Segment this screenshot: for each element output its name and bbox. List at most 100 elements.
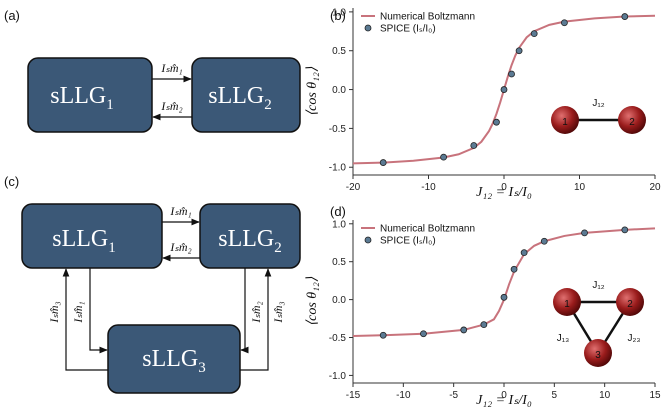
y-tick-label: -1.0 — [329, 371, 347, 382]
point — [530, 30, 538, 38]
diagram-a: sLLG1 sLLG2 Iₛm̂₁ Iₛm̂₂ — [27, 57, 301, 133]
y-axis-label: ⟨cos θ₁₂⟩ — [305, 276, 320, 326]
point — [379, 331, 387, 339]
coupling-label: J₂₃ — [628, 333, 641, 344]
spin-node — [616, 288, 644, 316]
x-axis-label: J₁₂ = Iₛ/I₀ — [476, 185, 532, 200]
node-index: 1 — [106, 97, 114, 113]
legend-swatch — [364, 24, 372, 32]
spin-label: 3 — [595, 350, 601, 361]
point — [508, 70, 515, 78]
node-index: 2 — [264, 97, 272, 113]
node-label: sLLG2 — [208, 83, 272, 113]
curve — [352, 227, 656, 337]
edge-label: Iₛm̂₂ — [249, 301, 263, 323]
edge-label: Iₛm̂₁ — [169, 204, 191, 218]
x-tick-label: 20 — [649, 182, 661, 193]
legend-label: SPICE (Iₛ/I₀) — [380, 24, 436, 35]
x-tick-label: -20 — [346, 182, 361, 193]
x-tick-label: -10 — [421, 182, 436, 193]
point — [480, 321, 488, 329]
x-tick-label: 10 — [599, 390, 611, 401]
node-box — [21, 203, 163, 269]
arrow — [240, 268, 272, 371]
point — [493, 118, 500, 126]
coupling-label: J₁₂ — [592, 280, 604, 291]
legend-label: Numerical Boltzmann — [380, 12, 475, 23]
panel-label: (d) — [330, 204, 346, 219]
node-box — [191, 57, 301, 133]
legend-swatch — [364, 236, 372, 244]
arrow — [89, 268, 108, 354]
point — [500, 293, 508, 301]
point — [460, 326, 468, 334]
edge-label: Iₛm̂₃ — [47, 301, 61, 323]
y-tick-label: -1.0 — [329, 163, 347, 174]
spin-node — [584, 339, 612, 367]
y-tick-label: 0.5 — [332, 257, 346, 268]
point — [500, 86, 508, 93]
node-label: sLLG3 — [142, 346, 206, 376]
spin-node — [551, 106, 579, 134]
x-tick-label: 15 — [649, 390, 661, 401]
edge-label: Iₛm̂₂ — [169, 240, 191, 254]
node-name: sLLG — [52, 226, 108, 252]
x-axis-label: J₁₂ = Iₛ/I₀ — [476, 393, 532, 408]
point — [561, 19, 568, 27]
node-index: 3 — [198, 360, 206, 376]
point — [510, 265, 518, 273]
edge-label: Iₛm̂₁ — [160, 61, 182, 75]
point — [581, 229, 588, 237]
panel-label: (c) — [4, 174, 19, 189]
x-tick-label: 10 — [574, 182, 586, 193]
point — [420, 330, 427, 338]
coupling-label: J₁₂ — [592, 98, 604, 109]
edge-label: Iₛm̂₁ — [71, 301, 85, 323]
y-tick-label: 0.0 — [332, 295, 346, 306]
point — [440, 153, 448, 161]
point — [515, 47, 523, 55]
edge-label: Iₛm̂₃ — [271, 301, 285, 323]
spin-label: 2 — [627, 299, 633, 310]
x-tick-label: -15 — [346, 390, 361, 401]
panel-label: (a) — [4, 8, 20, 23]
panel-label: (b) — [330, 8, 346, 23]
spin-node — [618, 106, 646, 134]
node-index: 1 — [108, 240, 116, 256]
y-axis-label: ⟨cos θ₁₂⟩ — [305, 66, 320, 116]
diagram-c: sLLG1 sLLG2 sLLG3 Iₛm̂₁ Iₛm̂₂ Iₛm̂₃ Iₛm̂… — [21, 203, 301, 394]
legend-label: SPICE (Iₛ/I₀) — [380, 236, 436, 247]
legend-label: Numerical Boltzmann — [380, 224, 475, 235]
spin-label: 1 — [564, 299, 570, 310]
x-tick-label: 5 — [552, 390, 558, 401]
arrow — [240, 268, 249, 354]
node-name: sLLG — [50, 83, 106, 109]
point — [621, 13, 629, 20]
y-tick-label: 1.0 — [332, 7, 346, 18]
node-box — [199, 203, 301, 269]
point — [520, 249, 528, 257]
node-label: sLLG2 — [218, 226, 282, 256]
node-box — [27, 57, 153, 133]
y-tick-label: -0.5 — [329, 124, 347, 135]
node-name: sLLG — [208, 83, 264, 109]
spin-label: 2 — [629, 117, 635, 128]
spin-label: 1 — [562, 117, 568, 128]
node-name: sLLG — [142, 346, 198, 372]
point — [379, 159, 387, 166]
point — [540, 237, 548, 245]
edge-label: Iₛm̂₂ — [160, 99, 182, 113]
x-tick-label: -5 — [449, 390, 458, 401]
node-box — [107, 324, 241, 394]
y-tick-label: 0.0 — [332, 85, 346, 96]
y-tick-label: -0.5 — [329, 333, 347, 344]
node-label: sLLG1 — [50, 83, 114, 113]
node-index: 2 — [274, 240, 282, 256]
arrow — [62, 268, 108, 371]
node-label: sLLG1 — [52, 226, 116, 256]
coupling-label: J₁₃ — [557, 333, 569, 344]
y-tick-label: 0.5 — [332, 46, 346, 57]
x-tick-label: -10 — [396, 390, 411, 401]
point — [470, 142, 478, 149]
